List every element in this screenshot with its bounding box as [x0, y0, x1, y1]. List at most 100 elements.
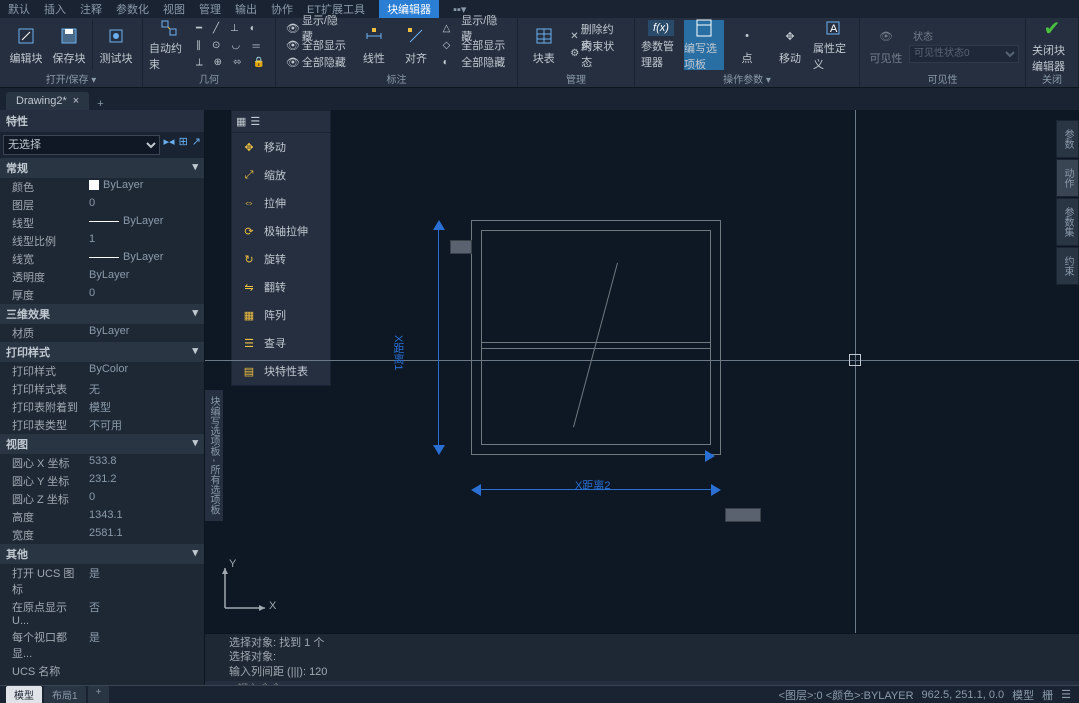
hideall2-button[interactable]: 全部隐藏 — [457, 54, 511, 70]
prop-row[interactable]: 圆心 Z 坐标0 — [0, 490, 204, 508]
parameter-label-horizontal[interactable]: X距离2 — [575, 477, 610, 493]
prop-row[interactable]: 图层0 — [0, 196, 204, 214]
prop-row[interactable]: 高度1343.1 — [0, 508, 204, 526]
action-stretch[interactable]: ⇔拉伸 — [232, 189, 330, 217]
action-scale[interactable]: ⤢缩放 — [232, 161, 330, 189]
save-block-button[interactable]: 保存块 — [49, 20, 89, 70]
prop-row[interactable]: 线宽ByLayer — [0, 250, 204, 268]
showhide2-button[interactable]: 显示/隐藏 — [457, 20, 511, 36]
menu-item[interactable]: 视图 — [163, 1, 185, 17]
prop-value[interactable]: 1343.1 — [85, 509, 204, 525]
pickadd-icon[interactable]: ⊞ — [179, 135, 188, 155]
menu-item[interactable]: 输出 — [235, 1, 257, 17]
prop-value[interactable]: 533.8 — [85, 455, 204, 471]
parammgr-button[interactable]: f(x) 参数管理器 — [641, 20, 681, 70]
geom-tool-icon[interactable]: ⬄ — [229, 54, 245, 70]
prop-section-header[interactable]: 三维效果▾ — [0, 304, 204, 324]
prop-row[interactable]: 厚度0 — [0, 286, 204, 304]
blocktable-button[interactable]: 块表 — [524, 20, 563, 70]
linear-button[interactable]: 线性 — [354, 20, 393, 70]
linear-parameter-vertical[interactable] — [432, 220, 446, 455]
menu-item[interactable]: 默认 — [8, 1, 30, 17]
palette-view-icon[interactable]: ☰ — [250, 115, 260, 128]
prop-value[interactable]: ByLayer — [85, 215, 204, 231]
action-flip[interactable]: ⇋翻转 — [232, 273, 330, 301]
palette-view-icon[interactable]: ▦ — [236, 115, 246, 128]
prop-section-header[interactable]: 常规▾ — [0, 158, 204, 178]
prop-value[interactable]: 0 — [85, 197, 204, 213]
geom-tool-icon[interactable]: ⊥ — [226, 20, 243, 36]
palette-tab-constraints[interactable]: 约束 — [1056, 247, 1079, 285]
palette-tab-paramsets[interactable]: 参数集 — [1056, 198, 1079, 246]
action-table[interactable]: ▤块特性表 — [232, 357, 330, 385]
prop-row[interactable]: 材质ByLayer — [0, 324, 204, 342]
prop-row[interactable]: 在原点显示 U...否 — [0, 598, 204, 628]
selection-filter-select[interactable]: 无选择 — [3, 135, 160, 155]
prop-value[interactable]: ByLayer — [85, 325, 204, 341]
layout-tab-layout1[interactable]: 布局1 — [44, 686, 86, 703]
prop-row[interactable]: 打印表附着到模型 — [0, 398, 204, 416]
palette-tab-params[interactable]: 参数 — [1056, 120, 1079, 158]
menu-item[interactable]: 协作 — [271, 1, 293, 17]
add-tab-icon[interactable]: + — [89, 98, 111, 110]
close-editor-button[interactable]: ✔ 关闭块编辑器 — [1032, 20, 1072, 70]
layout-tab-model[interactable]: 模型 — [6, 686, 42, 703]
prop-value[interactable]: 是 — [85, 565, 204, 597]
geom-tool-icon[interactable]: ∥ — [192, 37, 205, 53]
auto-constrain-button[interactable]: 自动约束 — [149, 20, 189, 70]
status-menu-icon[interactable]: ☰ — [1061, 688, 1071, 701]
showall-button[interactable]: 👁 全部显示 — [282, 37, 351, 53]
prop-value[interactable]: ByLayer — [85, 251, 204, 267]
point-button[interactable]: • 点 — [727, 20, 767, 70]
menu-item[interactable]: 参数化 — [116, 1, 149, 17]
geom-tool-icon[interactable]: ⊙ — [208, 37, 224, 53]
dim-tool-icon[interactable]: ◐ — [439, 54, 455, 70]
prop-row[interactable]: 宽度2581.1 — [0, 526, 204, 544]
menu-item[interactable]: 注释 — [80, 1, 102, 17]
drawing-canvas[interactable]: 块编写选项板 - 所有选项板 ▦ ☰ ✥移动⤢缩放⇔拉伸⟳极轴拉伸↻旋转⇋翻转▦… — [205, 110, 1079, 633]
geom-tool-icon[interactable]: ◡ — [227, 37, 244, 53]
action-rotate[interactable]: ↻旋转 — [232, 245, 330, 273]
prop-row[interactable]: 线型ByLayer — [0, 214, 204, 232]
action-grip[interactable] — [725, 508, 761, 522]
prop-row[interactable]: 圆心 X 坐标533.8 — [0, 454, 204, 472]
test-block-button[interactable]: 测试块 — [96, 20, 136, 70]
prop-value[interactable]: ByLayer — [85, 179, 204, 195]
palette-tab-actions[interactable]: 动作 — [1056, 159, 1079, 197]
action-lookup[interactable]: ☰查寻 — [232, 329, 330, 357]
geom-tool-icon[interactable]: ╱ — [209, 20, 223, 36]
authoring-palette-button[interactable]: 编写选项板 — [684, 20, 724, 70]
prop-section-header[interactable]: 打印样式▾ — [0, 342, 204, 362]
block-geometry-diagonal[interactable] — [525, 260, 665, 430]
prop-row[interactable]: 打印样式ByColor — [0, 362, 204, 380]
prop-row[interactable]: 打印样式表无 — [0, 380, 204, 398]
prop-row[interactable]: 打开 UCS 图标是 — [0, 564, 204, 598]
document-tab[interactable]: Drawing2* × — [6, 92, 89, 110]
constate-button[interactable]: ⚙ 约束状态 — [566, 46, 628, 62]
parameter-label-vertical[interactable]: X距离1 — [390, 335, 406, 370]
state-button[interactable]: 状态 — [909, 28, 1019, 44]
geom-tool-icon[interactable]: ◐ — [246, 20, 260, 36]
action-array[interactable]: ▦阵列 — [232, 301, 330, 329]
geom-tool-icon[interactable]: ＝ — [247, 37, 265, 53]
prop-value[interactable]: 否 — [85, 599, 204, 627]
prop-row[interactable]: 每个视口都显...是 — [0, 628, 204, 662]
hideall-button[interactable]: 👁 全部隐藏 — [282, 54, 351, 70]
status-grid-icon[interactable]: 栅 — [1042, 687, 1053, 703]
quickselect-icon[interactable]: ▸◂ — [164, 135, 175, 155]
prop-section-header[interactable]: 其他▾ — [0, 544, 204, 564]
action-move[interactable]: ✥移动 — [232, 133, 330, 161]
prop-value[interactable]: 1 — [85, 233, 204, 249]
showall2-button[interactable]: 全部显示 — [457, 37, 511, 53]
parameter-grip-arrow[interactable] — [705, 450, 715, 462]
prop-value[interactable]: 模型 — [85, 399, 204, 415]
move-button[interactable]: ✥ 移动 — [770, 20, 810, 70]
prop-value[interactable]: 0 — [85, 491, 204, 507]
prop-value[interactable]: 0 — [85, 287, 204, 303]
align-button[interactable]: 对齐 — [396, 20, 435, 70]
prop-row[interactable]: 打印表类型不可用 — [0, 416, 204, 434]
dim-tool-icon[interactable]: △ — [439, 20, 455, 36]
geom-tool-icon[interactable]: ━ — [192, 20, 206, 36]
visibility-state-select[interactable]: 可见性状态0 — [909, 45, 1019, 63]
dim-tool-icon[interactable]: ◇ — [439, 37, 455, 53]
